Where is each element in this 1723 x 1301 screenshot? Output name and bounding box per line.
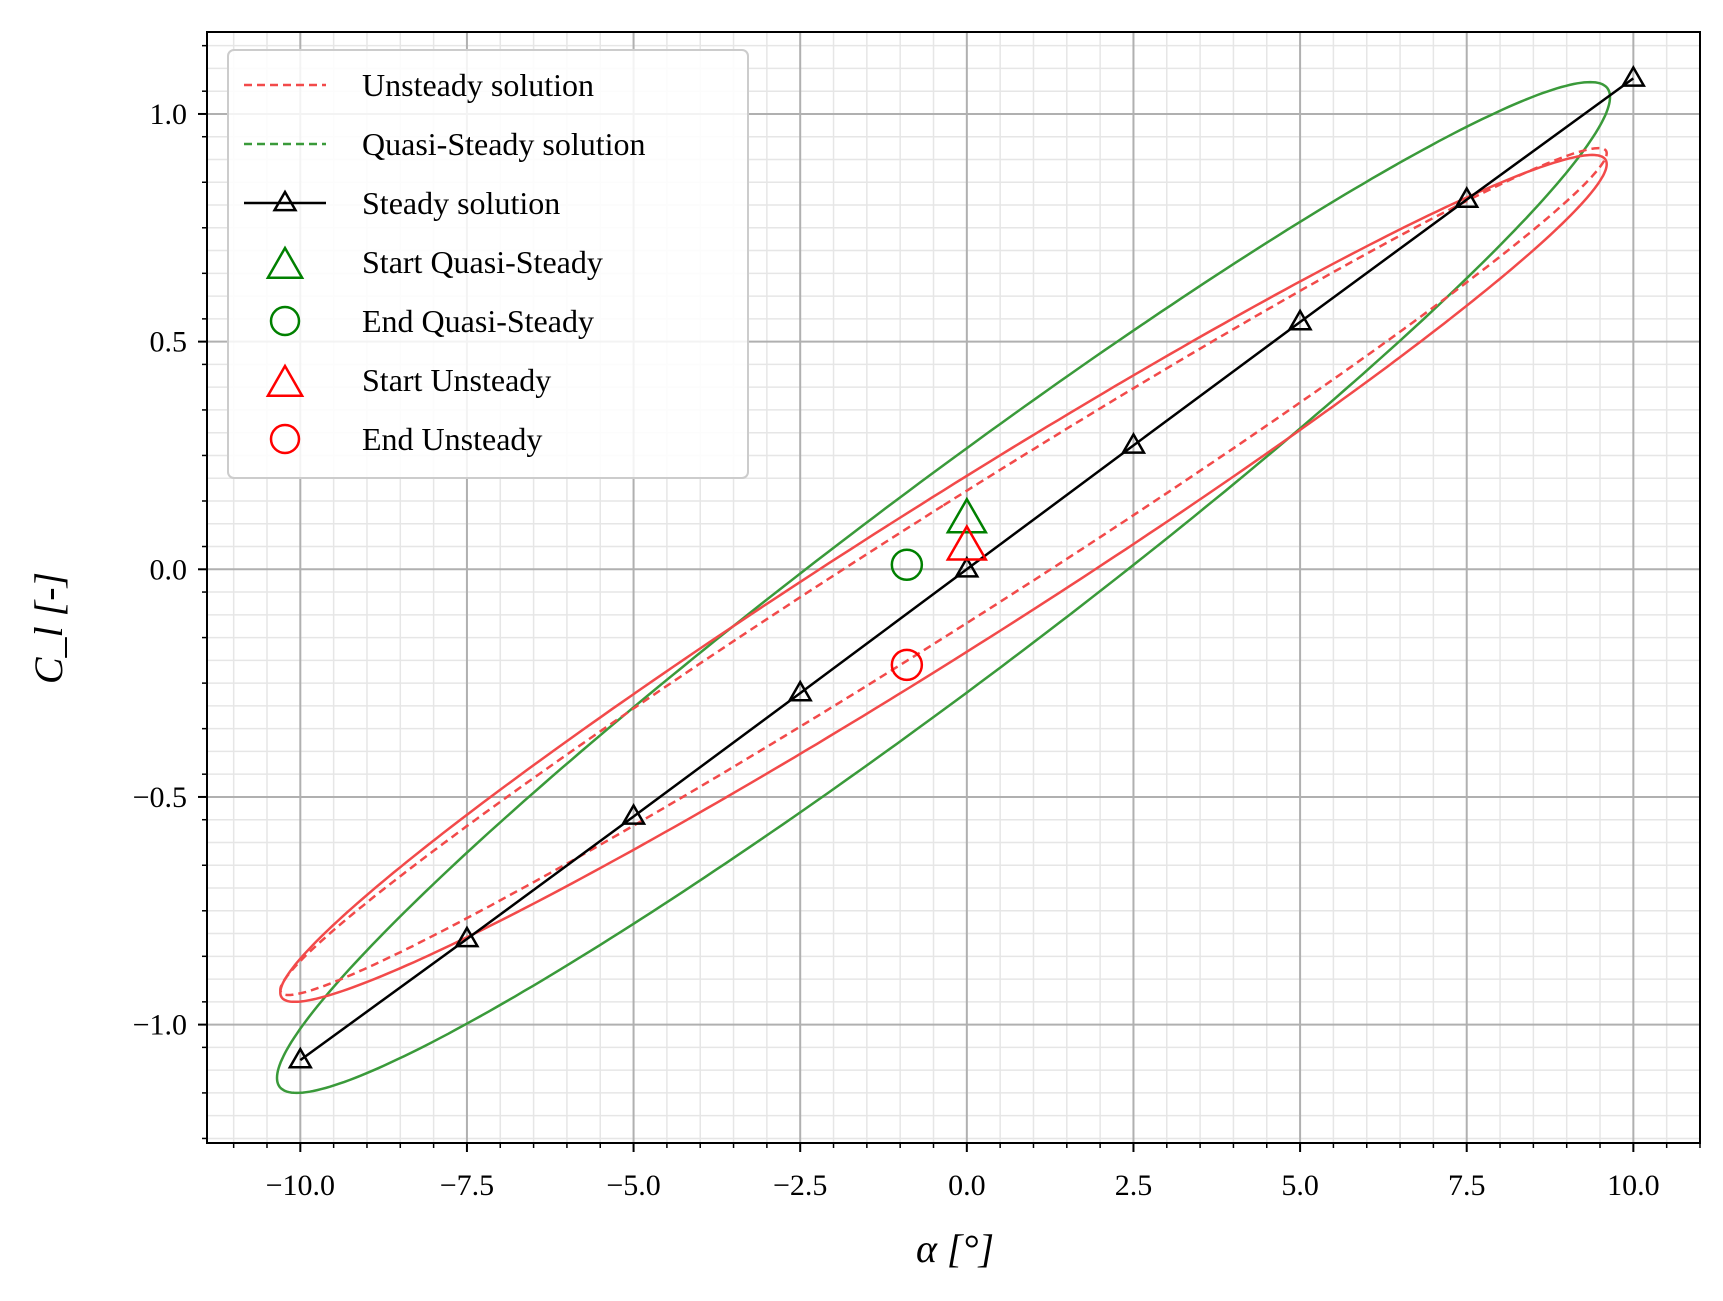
axes bbox=[198, 31, 1701, 1152]
legend-entry: Unsteady solution bbox=[244, 67, 594, 103]
steady-marker bbox=[1120, 431, 1147, 454]
steady-marker bbox=[287, 1046, 313, 1069]
legend-entry: Quasi-Steady solution bbox=[244, 126, 646, 162]
legend-entry: Start Quasi-Steady bbox=[265, 244, 603, 280]
y-tick-label: −1.0 bbox=[133, 1009, 187, 1042]
legend-swatch bbox=[269, 305, 301, 337]
legend-entry: End Unsteady bbox=[269, 421, 542, 457]
legend-swatch bbox=[265, 245, 305, 279]
end-quasi-steady-marker bbox=[890, 548, 924, 581]
legend-label: End Quasi-Steady bbox=[362, 303, 594, 339]
x-tick-label: −10.0 bbox=[266, 1169, 335, 1202]
steady-marker bbox=[1287, 308, 1313, 331]
steady-marker bbox=[1454, 186, 1480, 208]
x-tick-label: −5.0 bbox=[606, 1169, 660, 1202]
legend-swatch bbox=[265, 363, 305, 397]
legend-label: Steady solution bbox=[362, 185, 560, 221]
legend-swatch bbox=[269, 423, 301, 455]
x-tick-label: 7.5 bbox=[1448, 1169, 1486, 1202]
x-tick-label: −7.5 bbox=[440, 1169, 494, 1202]
y-tick-label: 1.0 bbox=[150, 98, 188, 131]
steady-marker bbox=[954, 555, 980, 578]
legend: Unsteady solution Quasi-Steady solution St… bbox=[227, 49, 749, 479]
y-tick-label: −0.5 bbox=[133, 781, 187, 814]
quasi-steady-loop bbox=[275, 80, 1612, 1095]
steady-marker bbox=[1620, 64, 1646, 87]
steady-line bbox=[299, 77, 1635, 1062]
tick-labels: −10.0 −7.5 −5.0 −2.5 0.0 2.5 5.0 7.5 10.0 −1.0 −0.… bbox=[133, 98, 1660, 1202]
legend-entries: Unsteady solution Quasi-Steady solution St… bbox=[244, 67, 646, 457]
legend-entry: End Quasi-Steady bbox=[269, 303, 594, 339]
unsteady-loop bbox=[279, 153, 1608, 1004]
y-tick-label: 0.0 bbox=[150, 553, 188, 586]
plot-series bbox=[275, 77, 1635, 1095]
end-unsteady-marker bbox=[890, 648, 924, 682]
steady-marker bbox=[787, 679, 813, 702]
legend-entry: Start Unsteady bbox=[265, 362, 551, 398]
steady-marker bbox=[454, 925, 480, 948]
legend-label: End Unsteady bbox=[362, 421, 542, 457]
x-tick-label: 0.0 bbox=[948, 1169, 986, 1202]
x-tick-label: 2.5 bbox=[1115, 1169, 1153, 1202]
y-axis-label: C_l [-] bbox=[26, 572, 71, 684]
x-axis-label: α [°] bbox=[916, 1226, 994, 1271]
legend-box bbox=[227, 49, 749, 479]
legend-entry: Steady solution bbox=[244, 185, 560, 221]
legend-label: Start Quasi-Steady bbox=[362, 244, 603, 280]
unsteady-transient-loop bbox=[279, 146, 1608, 997]
x-tick-label: 5.0 bbox=[1281, 1169, 1319, 1202]
legend-swatch-marker bbox=[272, 189, 298, 212]
y-tick-label: 0.5 bbox=[150, 326, 188, 359]
legend-label: Start Unsteady bbox=[362, 362, 551, 398]
legend-label: Quasi-Steady solution bbox=[362, 126, 646, 162]
plot-frame bbox=[206, 31, 1701, 1144]
start-quasi-steady-marker bbox=[945, 496, 988, 534]
start-unsteady-marker bbox=[945, 524, 988, 561]
x-tick-label: −2.5 bbox=[773, 1169, 827, 1202]
legend-label: Unsteady solution bbox=[362, 67, 594, 103]
steady-marker bbox=[620, 803, 647, 825]
x-tick-label: 10.0 bbox=[1607, 1169, 1660, 1202]
plot-markers bbox=[287, 64, 1646, 1069]
